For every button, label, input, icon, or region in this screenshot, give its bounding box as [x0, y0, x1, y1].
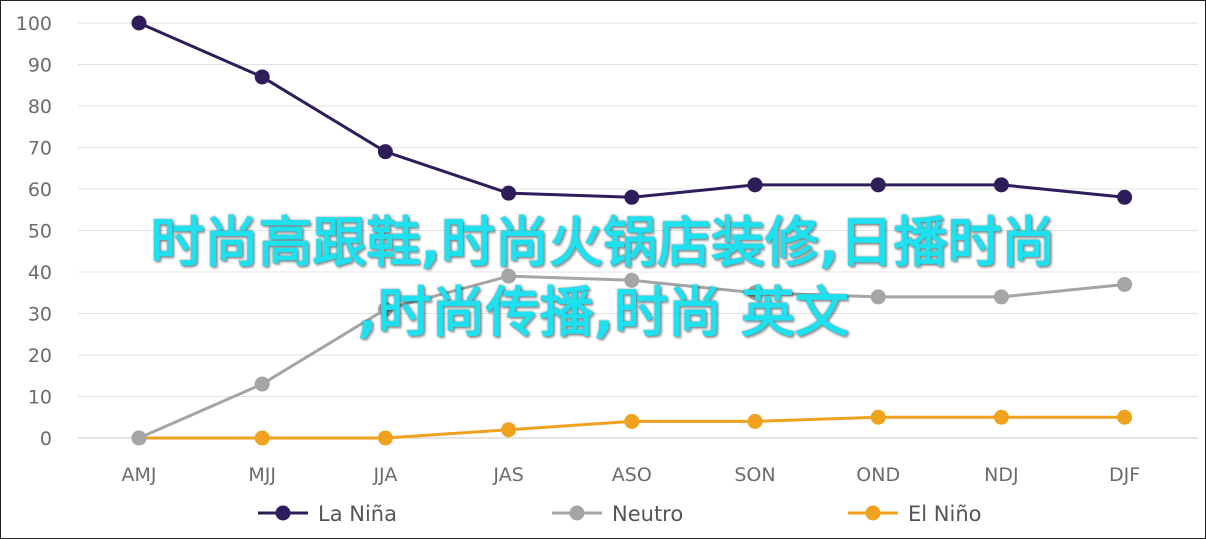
- x-tick-label: AMJ: [122, 464, 157, 486]
- data-point: [747, 285, 763, 301]
- y-tick-label: 30: [28, 304, 52, 326]
- x-tick-label: JJA: [372, 464, 397, 486]
- y-tick-label: 0: [40, 428, 52, 450]
- data-point: [1117, 409, 1133, 425]
- data-point: [1117, 189, 1133, 205]
- data-point: [501, 185, 517, 201]
- data-point: [624, 272, 640, 288]
- x-tick-label: NDJ: [984, 464, 1018, 486]
- y-tick-label: 70: [28, 138, 52, 160]
- data-point: [131, 15, 147, 31]
- data-point: [870, 409, 886, 425]
- data-point: [870, 289, 886, 305]
- legend: La Niña Neutro El Niño: [258, 502, 981, 526]
- x-tick-label: ASO: [612, 464, 652, 486]
- x-tick-label: DJF: [1109, 464, 1140, 486]
- data-point: [993, 177, 1009, 193]
- data-point: [747, 413, 763, 429]
- data-point: [870, 177, 886, 193]
- x-tick-label: MJJ: [248, 464, 276, 486]
- series-line-Neutro: [138, 274, 1125, 440]
- legend-label: Neutro: [612, 502, 683, 526]
- data-point: [501, 268, 517, 284]
- y-axis-ticks: 0 10 20 30 40 50 60 70 80 90 100: [16, 13, 52, 450]
- legend-label: La Niña: [318, 502, 397, 526]
- data-point: [131, 430, 147, 446]
- data-point: [377, 430, 393, 446]
- x-tick-label: OND: [856, 464, 900, 486]
- grid-lines: [78, 22, 1198, 439]
- y-tick-label: 10: [28, 387, 52, 409]
- data-point: [624, 189, 640, 205]
- data-point: [747, 177, 763, 193]
- data-point: [501, 422, 517, 438]
- legend-marker: [865, 505, 881, 521]
- data-point: [254, 69, 270, 85]
- legend-marker: [569, 505, 585, 521]
- data-point: [993, 289, 1009, 305]
- y-tick-label: 60: [28, 179, 52, 201]
- legend-label: El Niño: [908, 502, 981, 526]
- data-point: [254, 376, 270, 392]
- data-point: [624, 413, 640, 429]
- y-tick-label: 100: [16, 13, 52, 35]
- y-tick-label: 50: [28, 221, 52, 243]
- x-axis-ticks: AMJ MJJ JJA JAS ASO SON OND NDJ DJF: [122, 464, 1141, 486]
- series-line-La Niña: [138, 21, 1125, 199]
- y-tick-label: 20: [28, 345, 52, 367]
- data-point: [377, 301, 393, 317]
- series-group: [131, 15, 1133, 446]
- y-tick-label: 90: [28, 55, 52, 77]
- data-point: [254, 430, 270, 446]
- x-tick-label: SON: [734, 464, 775, 486]
- y-tick-label: 80: [28, 96, 52, 118]
- legend-marker: [275, 505, 291, 521]
- data-point: [377, 144, 393, 160]
- data-point: [993, 409, 1009, 425]
- x-tick-label: JAS: [492, 464, 523, 486]
- data-point: [1117, 276, 1133, 292]
- y-tick-label: 40: [28, 262, 52, 284]
